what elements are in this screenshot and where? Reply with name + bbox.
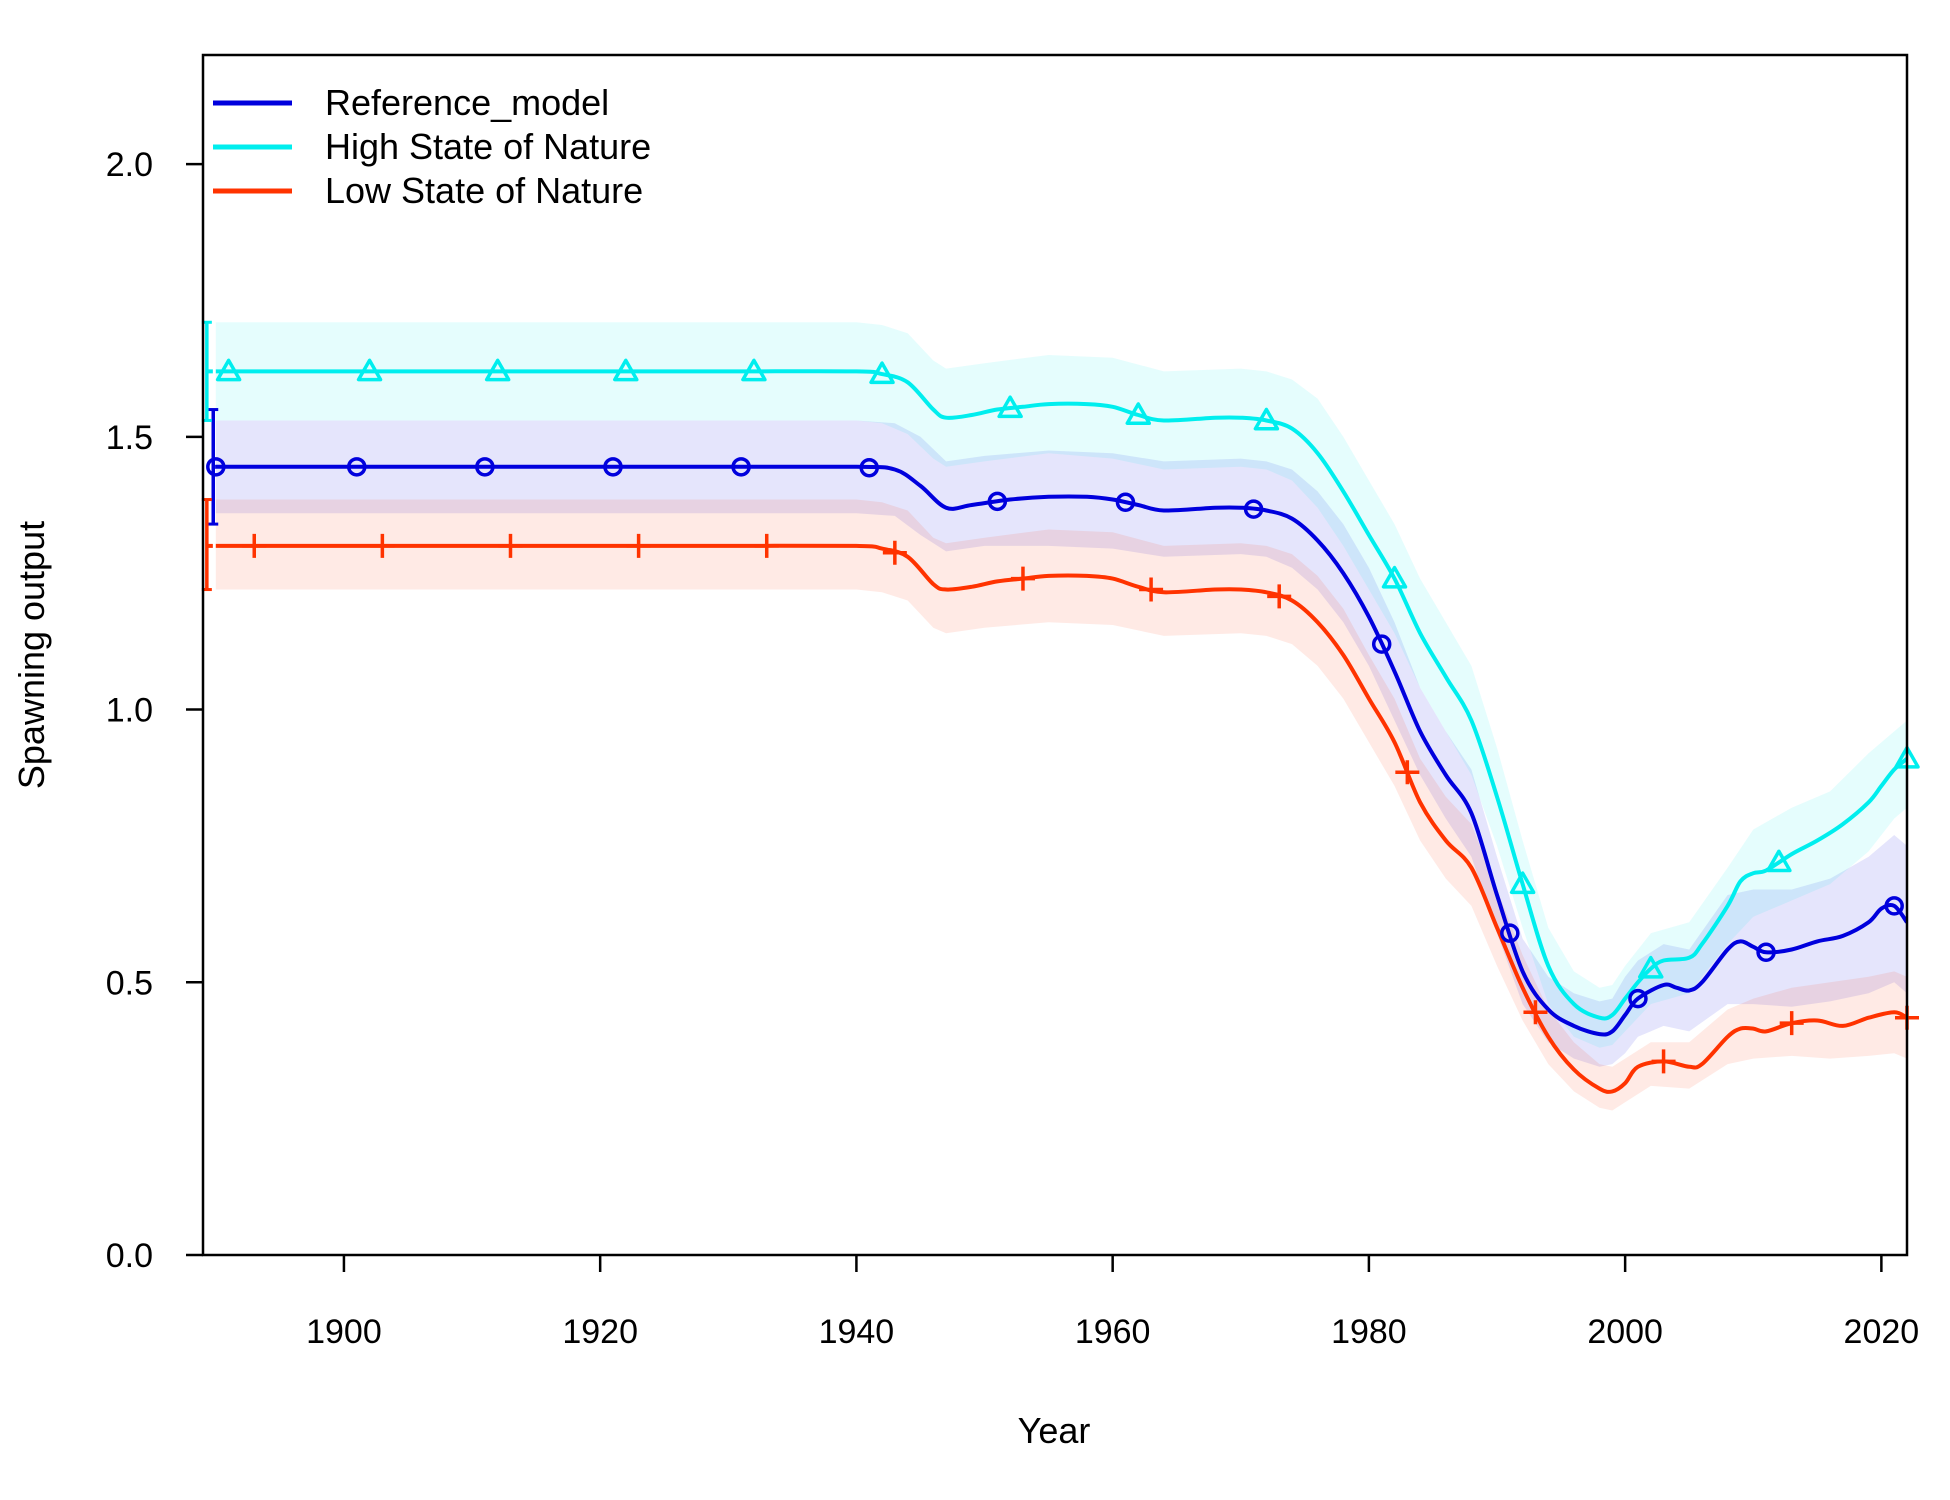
marker-high-state-of-nature-5 [869,361,895,385]
marker-low-state-of-nature-11 [1651,1049,1676,1074]
marker-low-state-of-nature-9 [1395,760,1420,785]
marker-reference-model-0 [206,457,226,477]
marker-low-state-of-nature-12 [1779,1011,1804,1036]
marker-reference-model-2 [475,457,495,477]
marker-high-state-of-nature-11 [1638,955,1664,979]
y-tick-label-1: 0.5 [106,964,153,1002]
band-high-state-of-nature [215,322,1907,1048]
series-markers [206,358,1920,1074]
x-tick-label-1940: 1940 [819,1313,895,1351]
marker-reference-model-5 [859,457,879,478]
x-axis-label: Year [1018,1410,1091,1451]
marker-high-state-of-nature-3 [613,358,639,382]
marker-low-state-of-nature-8 [1267,584,1292,609]
marker-high-state-of-nature-10 [1509,871,1536,895]
marker-low-state-of-nature-2 [498,533,523,558]
x-tick-label-2000: 2000 [1587,1313,1663,1351]
marker-low-state-of-nature-6 [1010,566,1035,591]
marker-high-state-of-nature-0 [215,358,242,382]
marker-high-state-of-nature-9 [1381,565,1408,589]
line-high-state-of-nature [215,369,1907,1021]
marker-low-state-of-nature-0 [242,533,267,558]
marker-high-state-of-nature-2 [484,358,511,382]
marker-low-state-of-nature-3 [626,533,651,558]
y-axis: 0.0 0.5 1.0 1.5 2.0 [106,146,203,1275]
plot-frame [201,53,1909,1257]
y-tick-label-2: 1.0 [106,692,153,730]
marker-high-state-of-nature-12 [1766,849,1792,873]
marker-reference-model-12 [1756,942,1776,963]
marker-low-state-of-nature-5 [882,540,907,565]
legend-label-reference-model: Reference_model [325,82,609,123]
marker-reference-model-11 [1628,988,1648,1009]
marker-low-state-of-nature-7 [1139,577,1164,602]
x-tick-label-2020: 2020 [1844,1313,1920,1351]
marker-reference-model-10 [1500,923,1520,943]
marker-high-state-of-nature-4 [741,358,767,382]
marker-reference-model-1 [346,457,367,477]
marker-low-state-of-nature-1 [370,533,395,558]
y-tick-label-0: 0.0 [106,1237,153,1275]
marker-reference-model-13 [1884,896,1904,916]
uncertainty-bands [215,322,1907,1111]
band-reference-model [215,420,1907,1067]
y-axis-label: Spawning output [11,521,52,789]
marker-reference-model-6 [987,491,1008,512]
marker-low-state-of-nature-10 [1523,1000,1548,1025]
legend-label-high-state-of-nature: High State of Nature [325,126,651,167]
marker-reference-model-3 [603,457,623,477]
x-tick-label-1980: 1980 [1331,1313,1407,1351]
band-low-state-of-nature [215,499,1907,1111]
legend-label-low-state-of-nature: Low State of Nature [325,170,643,211]
marker-high-state-of-nature-7 [1125,402,1152,425]
y-tick-label-3: 1.5 [106,419,153,457]
y-tick-label-4: 2.0 [106,146,153,184]
marker-high-state-of-nature-1 [356,358,383,382]
marker-high-state-of-nature-8 [1253,407,1280,431]
marker-reference-model-7 [1115,492,1136,513]
marker-reference-model-8 [1243,499,1264,519]
marker-reference-model-9 [1371,634,1392,654]
x-tick-label-1900: 1900 [306,1313,382,1351]
marker-low-state-of-nature-4 [754,533,779,558]
x-tick-label-1920: 1920 [562,1313,638,1351]
line-reference-model [215,464,1907,1037]
x-axis: 1900 1920 1940 1960 1980 2000 2020 [306,1255,1919,1351]
marker-high-state-of-nature-6 [997,395,1023,419]
x-tick-label-1960: 1960 [1075,1313,1151,1351]
marker-reference-model-4 [731,457,751,477]
